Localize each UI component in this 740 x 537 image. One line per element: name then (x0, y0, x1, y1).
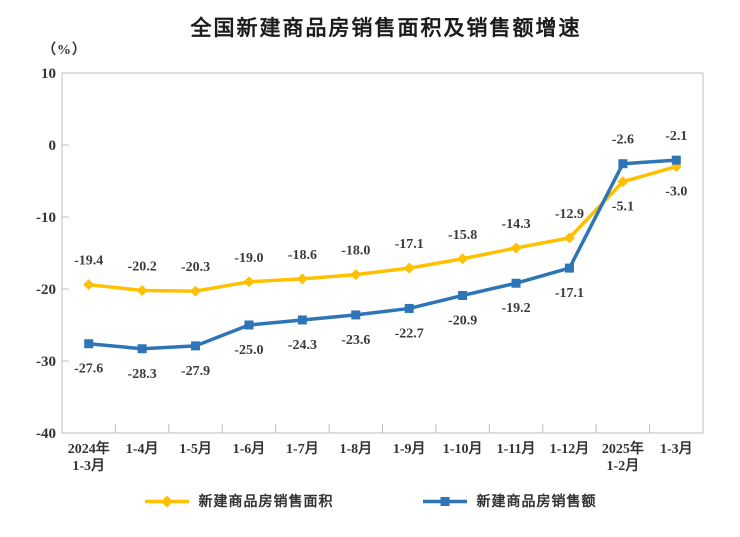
data-point-label: -23.6 (341, 333, 370, 348)
x-axis-tick-label: 1-3月 (660, 441, 693, 457)
data-point-marker (243, 276, 255, 288)
data-point-marker (351, 310, 361, 320)
y-axis-tick-label: -40 (36, 426, 56, 442)
data-point-label: -27.6 (74, 362, 103, 377)
data-point-label: -3.0 (665, 185, 687, 200)
x-axis-tick-label: 1-10月 (443, 441, 483, 457)
x-axis-tick-label: 1-4月 (126, 441, 159, 457)
data-point-label: -5.1 (612, 200, 634, 215)
data-point-label: -28.3 (128, 367, 157, 382)
y-axis-tick-label: -20 (36, 282, 56, 298)
data-point-label: -12.9 (555, 207, 584, 222)
data-point-marker (403, 262, 415, 274)
x-axis-tick-label: 1-7月 (286, 441, 319, 457)
data-point-marker (297, 315, 307, 325)
chart-title: 全国新建商品房销售面积及销售额增速 (190, 16, 582, 40)
x-axis: 2024年 1-3月 1-4月 1-5月 1-6月 1-7月 1-8月 1-9月 1-10月 1-… (68, 424, 693, 474)
data-point-label: -19.4 (74, 254, 103, 269)
data-point-label: -22.7 (395, 326, 424, 341)
legend-marker-sales-area-icon (144, 495, 189, 507)
data-point-marker (136, 284, 148, 296)
data-point-marker (296, 273, 308, 285)
y-axis: 10 0 -10 -20 -30 -40 (36, 66, 69, 442)
x-axis-tick-label: 2025年 1-2月 (602, 440, 644, 474)
data-point-marker (190, 285, 202, 297)
legend-marker-sales-amount-icon (422, 496, 467, 506)
data-point-label: -18.0 (341, 244, 370, 259)
data-point-marker (511, 278, 521, 288)
x-axis-tick-label: 1-8月 (339, 441, 372, 457)
chart-legend: 新建商品房销售面积 新建商品房销售额 (0, 491, 740, 511)
data-point-label: -14.3 (501, 217, 530, 232)
x-axis-tick-label: 1-9月 (393, 441, 426, 457)
y-axis-tick-label: -10 (36, 210, 56, 226)
data-point-label: -24.3 (288, 338, 317, 353)
data-point-label: -17.1 (395, 237, 424, 252)
y-axis-tick-label: -30 (36, 354, 56, 370)
data-point-label: -20.3 (181, 260, 210, 275)
data-point-label: -17.1 (555, 286, 584, 301)
data-point-marker (563, 232, 575, 244)
data-point-marker (83, 279, 95, 291)
data-point-marker (244, 320, 254, 330)
data-point-marker (671, 155, 681, 165)
data-point-marker (404, 303, 414, 313)
data-point-marker (564, 263, 574, 273)
data-point-marker (137, 344, 147, 354)
data-point-marker (457, 253, 469, 265)
data-point-label: -19.0 (234, 251, 263, 266)
data-point-label: -18.6 (288, 248, 317, 263)
data-point-marker (84, 339, 94, 349)
data-point-marker (191, 341, 201, 351)
series-0: -19.4 -20.2 -20.3 -19.0 -18.6 -18.0 -17.1 -15.8… (74, 161, 687, 297)
series-line (88, 164, 677, 293)
data-point-marker (458, 290, 468, 300)
data-point-marker (350, 269, 362, 281)
data-point-label: -2.1 (665, 129, 687, 144)
data-point-label: -15.8 (448, 228, 477, 243)
data-point-marker (617, 176, 629, 188)
data-point-marker (618, 159, 628, 169)
series-line (88, 158, 677, 351)
x-axis-tick-label: 1-6月 (233, 441, 266, 457)
x-axis-tick-label: 1-12月 (550, 441, 590, 457)
y-axis-tick-label: 0 (49, 138, 57, 154)
legend-label-sales-amount: 新建商品房销售额 (476, 495, 597, 510)
legend-item-sales-area: 新建商品房销售面积 (144, 491, 334, 511)
x-axis-tick-label: 1-5月 (179, 441, 212, 457)
data-point-label: -27.9 (181, 364, 210, 379)
y-axis-unit-label: （%） (42, 43, 87, 58)
x-axis-tick-label: 1-11月 (497, 441, 536, 457)
data-point-label: -19.2 (501, 301, 530, 316)
y-axis-tick-label: 10 (41, 66, 56, 82)
data-point-marker (510, 242, 522, 254)
plot-area-border (61, 72, 704, 434)
data-point-label: -20.9 (448, 313, 477, 328)
data-point-label: -20.2 (128, 259, 157, 274)
legend-label-sales-area: 新建商品房销售面积 (198, 495, 334, 510)
series-1: -27.6 -28.3 -27.9 -25.0 -24.3 -23.6 -22.7 -20.9… (74, 129, 687, 382)
data-point-label: -25.0 (234, 343, 263, 358)
x-axis-tick-label: 2024年 1-3月 (68, 440, 110, 474)
legend-item-sales-amount: 新建商品房销售额 (422, 491, 597, 511)
data-point-label: -2.6 (612, 133, 634, 148)
